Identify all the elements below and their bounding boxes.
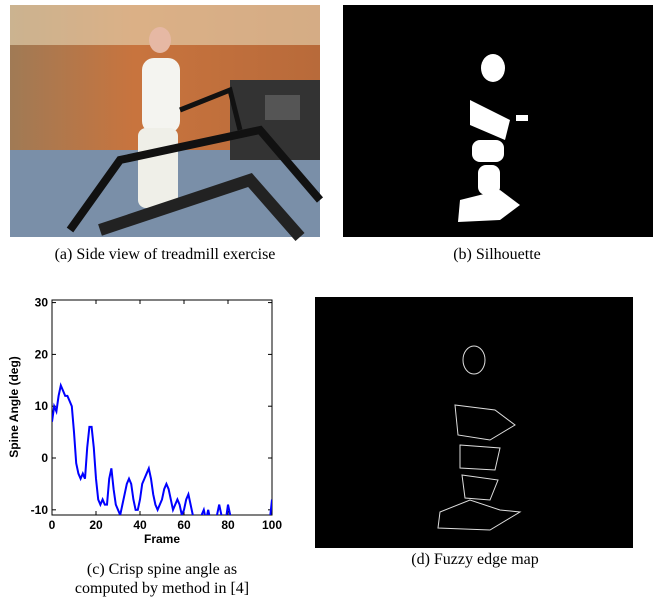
y-tick-label: 10 xyxy=(35,399,49,413)
y-axis-label: Spine Angle (deg) xyxy=(7,356,21,458)
caption: (c) Crisp spine angle as xyxy=(87,561,237,578)
x-tick-label: 100 xyxy=(262,518,282,532)
x-tick-label: 0 xyxy=(49,518,56,532)
x-tick-label: 60 xyxy=(177,518,191,532)
y-tick-label: -10 xyxy=(31,503,49,517)
edge-map-image xyxy=(315,297,633,548)
caption: (b) Silhouette xyxy=(453,246,541,263)
caption: computed by method in [4] xyxy=(75,580,249,597)
plot-frame xyxy=(52,300,272,515)
x-tick-label: 40 xyxy=(133,518,147,532)
figure: Spine Angle (deg) Frame (a) Side view of… xyxy=(0,0,662,603)
caption: (d) Fuzzy edge map xyxy=(411,551,539,568)
photo xyxy=(10,5,320,237)
y-tick-label: 0 xyxy=(41,451,48,465)
x-tick-label: 80 xyxy=(221,518,235,532)
silhouette-image xyxy=(343,5,653,237)
y-tick-label: 20 xyxy=(35,347,49,361)
x-axis-label: Frame xyxy=(144,532,180,546)
y-tick-label: 30 xyxy=(35,296,49,310)
x-tick-label: 20 xyxy=(89,518,103,532)
caption: (a) Side view of treadmill exercise xyxy=(55,246,276,263)
